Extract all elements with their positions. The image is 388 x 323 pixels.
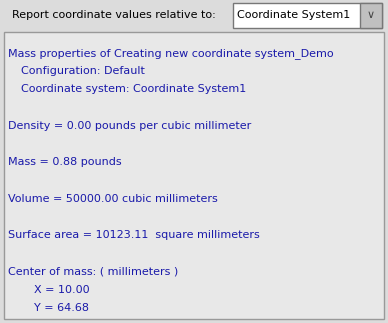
Text: Volume = 50000.00 cubic millimeters: Volume = 50000.00 cubic millimeters <box>8 193 218 203</box>
Text: Configuration: Default: Configuration: Default <box>21 66 145 76</box>
Text: Center of mass: ( millimeters ): Center of mass: ( millimeters ) <box>8 266 178 276</box>
Text: ∨: ∨ <box>367 11 375 20</box>
Text: Y = 64.68: Y = 64.68 <box>34 303 88 313</box>
Text: Surface area = 10123.11  square millimeters: Surface area = 10123.11 square millimete… <box>8 230 260 240</box>
Text: Density = 0.00 pounds per cubic millimeter: Density = 0.00 pounds per cubic millimet… <box>8 121 251 131</box>
Text: X = 10.00: X = 10.00 <box>34 285 89 295</box>
Text: Coordinate System1: Coordinate System1 <box>237 11 350 20</box>
Text: Coordinate system: Coordinate System1: Coordinate system: Coordinate System1 <box>21 84 246 94</box>
Text: Mass = 0.88 pounds: Mass = 0.88 pounds <box>8 157 121 167</box>
Text: Report coordinate values relative to:: Report coordinate values relative to: <box>12 10 215 20</box>
Text: Mass properties of Creating new coordinate system_Demo: Mass properties of Creating new coordina… <box>8 48 334 59</box>
